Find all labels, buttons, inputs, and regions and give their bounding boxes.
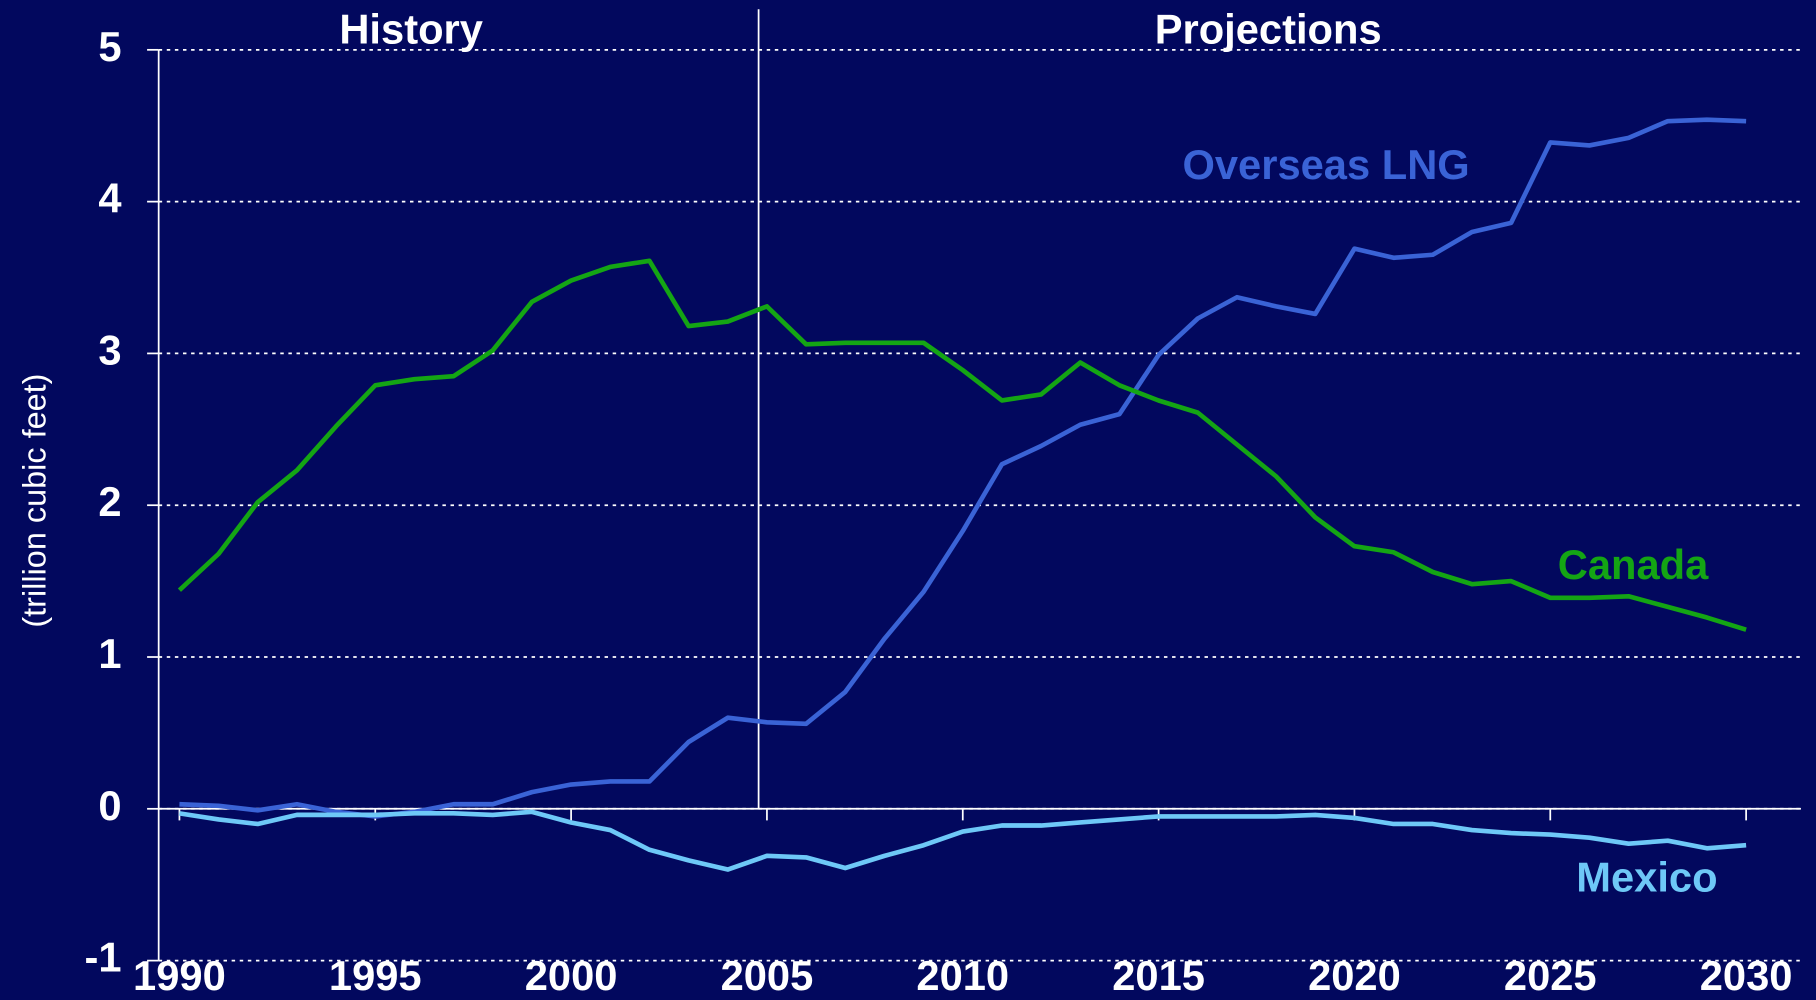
x-tick-label: 2005 xyxy=(721,952,814,999)
series-label: Overseas LNG xyxy=(1182,141,1469,188)
y-tick-label: 1 xyxy=(98,630,121,677)
x-tick-label: 2000 xyxy=(525,952,618,999)
annotation: Projections xyxy=(1155,5,1382,52)
x-tick-label: 2030 xyxy=(1700,952,1793,999)
y-axis-label: (trillion cubic feet) xyxy=(17,374,53,628)
y-tick-label: 3 xyxy=(98,326,121,373)
y-tick-label: 4 xyxy=(98,175,121,222)
series-line xyxy=(179,809,1747,872)
x-tick-label: 2025 xyxy=(1504,952,1597,999)
x-tick-label: 2010 xyxy=(916,952,1009,999)
y-tick-label: 0 xyxy=(98,782,121,829)
series-label: Mexico xyxy=(1576,854,1717,901)
annotation: History xyxy=(339,5,483,52)
y-tick-label: 2 xyxy=(98,478,121,525)
x-tick-label: 1995 xyxy=(329,952,422,999)
series-line xyxy=(177,258,1747,632)
x-tick-label: 2015 xyxy=(1112,952,1205,999)
series-line xyxy=(179,117,1747,819)
x-tick-label: 1990 xyxy=(133,952,226,999)
y-tick-label: 5 xyxy=(98,23,121,70)
y-tick-label: -1 xyxy=(85,934,122,981)
x-tick-label: 2020 xyxy=(1308,952,1401,999)
series-label: Canada xyxy=(1558,541,1709,588)
